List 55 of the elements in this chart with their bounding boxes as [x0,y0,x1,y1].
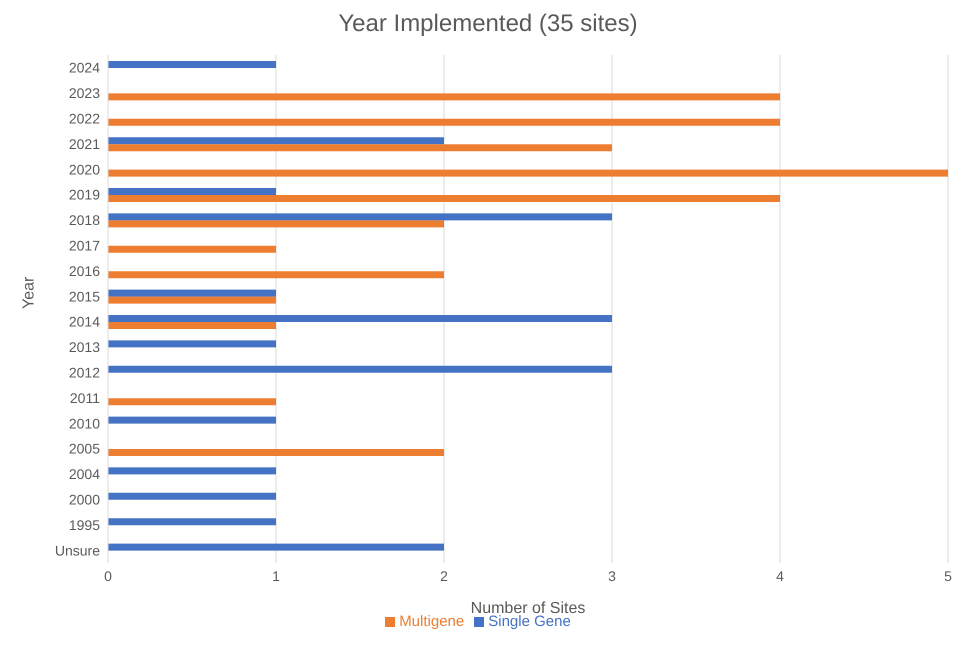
bar [108,195,780,202]
y-tick-label: 2018 [68,212,100,228]
bar [108,322,276,329]
y-tick-label: 2004 [68,466,100,482]
bar [108,144,612,152]
bar [108,118,780,126]
y-tick-label: 2005 [68,440,100,457]
bar [108,213,612,220]
y-tick-label: Unsure [54,542,100,558]
bar [108,398,276,406]
x-tick-label: 2 [440,568,448,584]
y-axis-title: Year [20,276,38,309]
x-tick-label: 0 [104,568,112,584]
x-tick-label: 5 [944,568,952,584]
bar [108,170,948,177]
y-tick-label: 2015 [68,288,100,304]
legend-label: Single Gene [488,613,571,630]
bar [108,467,276,474]
y-tick-label: 2021 [68,136,100,152]
y-tick-label: 2023 [68,85,100,102]
y-tick-label: 2016 [68,262,100,279]
bar [108,137,444,144]
bar [108,492,276,500]
bar [108,61,276,68]
y-tick-label: 2014 [68,314,100,330]
bar [108,188,276,195]
bar [108,544,444,551]
bar [108,93,780,100]
chart-title: Year Implemented (35 sites) [337,10,639,38]
y-tick-label: 1995 [68,516,100,533]
bar [108,340,276,348]
y-tick-label: 2017 [68,237,100,254]
x-tick-label: 4 [776,568,784,584]
bar [108,220,444,228]
bar [108,449,444,456]
bar [108,271,444,278]
y-tick-label: 2022 [68,110,100,126]
x-tick-label: 3 [608,568,616,584]
bar [108,366,612,373]
bar [108,416,276,424]
y-tick-label: 2012 [68,364,100,380]
y-tick-label: 2011 [70,390,100,406]
y-tick-label: 2019 [68,186,100,203]
y-tick-label: 2013 [68,339,100,356]
legend-label: Multigene [399,613,464,630]
y-tick-label: 2000 [68,491,100,508]
bar [108,518,276,526]
y-tick-label: 2010 [68,415,100,432]
x-tick-label: 1 [272,568,280,584]
bar [108,290,276,297]
y-tick-label: 2020 [68,161,100,178]
bar [108,246,276,253]
bar [108,296,276,304]
y-tick-label: 2024 [68,60,100,76]
bar [108,315,612,322]
